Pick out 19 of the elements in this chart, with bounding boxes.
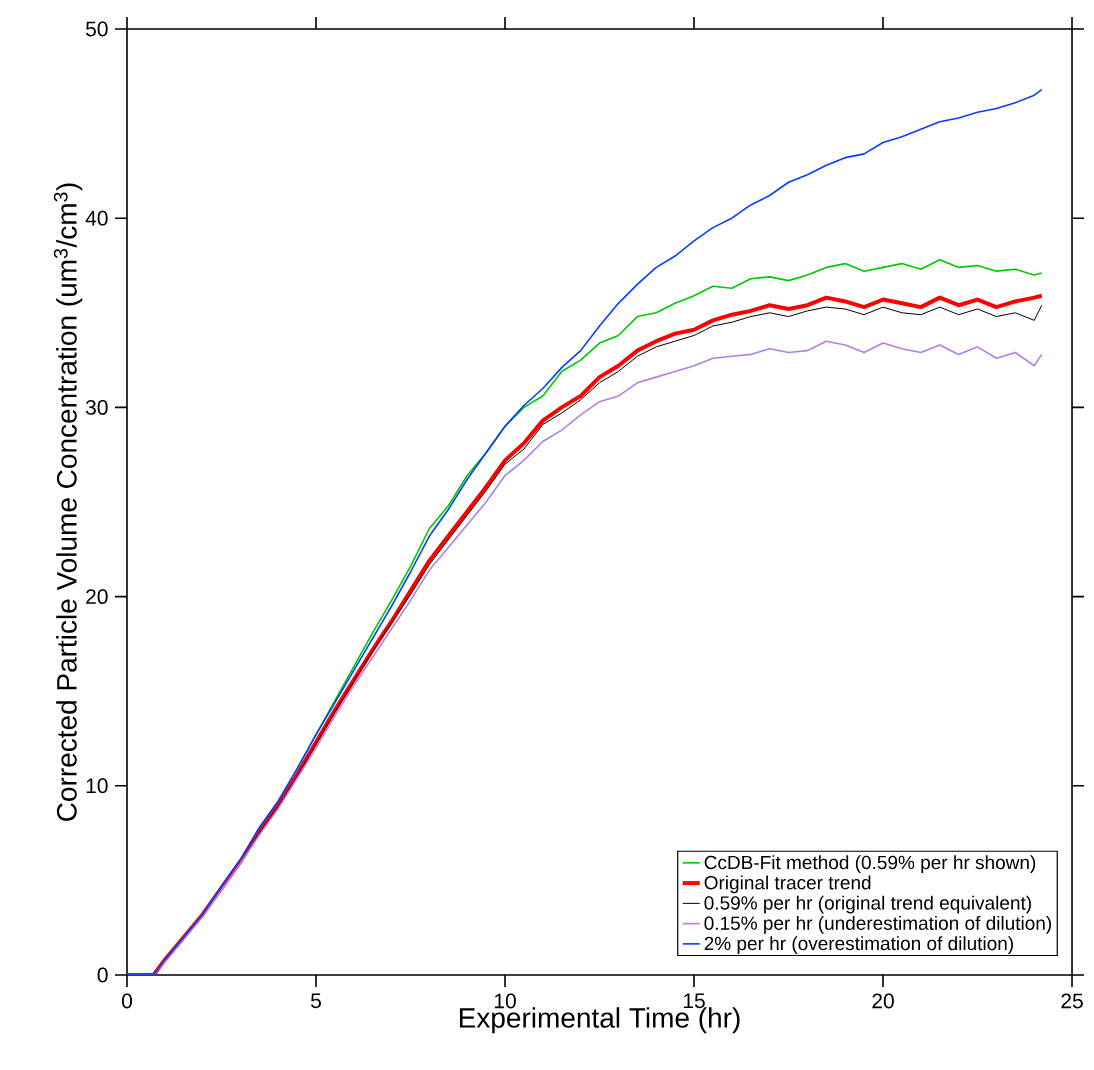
x-tick-label: 15 bbox=[683, 993, 705, 1009]
x-tick-label: 5 bbox=[311, 993, 321, 1009]
legend-label: 0.59% per hr (original trend equivalent) bbox=[704, 895, 1031, 914]
x-tick-label: 25 bbox=[1061, 993, 1083, 1009]
x-tick-label: 10 bbox=[494, 993, 516, 1009]
legend-label: 0.15% per hr (underestimation of dilution) bbox=[704, 915, 1052, 934]
y-axis-title: Corrected Particle Volume Concentration (um$^{3}$/cm$^{3}$) bbox=[53, 183, 83, 821]
x-tick-label: 20 bbox=[872, 993, 894, 1009]
x-tick-label: 0 bbox=[121, 993, 133, 1009]
legend-label: CcDB-Fit method (0.59% per hr shown) bbox=[704, 855, 1036, 873]
legend-label: Original tracer trend bbox=[704, 875, 871, 894]
y-tick-label: 0 bbox=[97, 967, 108, 983]
legend-label: 2% per hr (overestimation of dilution) bbox=[704, 936, 1013, 954]
y-tick-label: 40 bbox=[85, 210, 108, 226]
y-tick-label: 20 bbox=[86, 589, 108, 605]
y-tick-label: 10 bbox=[86, 778, 108, 794]
y-tick-label: 30 bbox=[85, 399, 108, 415]
y-tick-label: 50 bbox=[85, 21, 108, 37]
x-axis-title: Experimental Time (hr) bbox=[459, 1007, 740, 1034]
